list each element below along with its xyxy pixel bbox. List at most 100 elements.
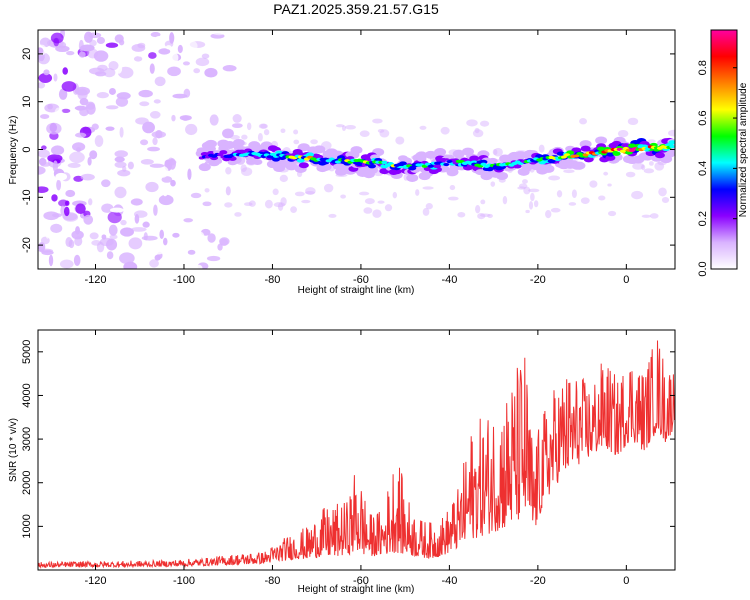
heatmap-cell	[272, 188, 279, 196]
heatmap-cell	[43, 211, 60, 221]
heatmap-cell	[416, 155, 427, 162]
heatmap-cell	[301, 199, 311, 204]
heatmap-cell	[469, 155, 480, 162]
colorbar-ticks: 0.0 0.2 0.4 0.6 0.8	[697, 60, 737, 277]
heatmap-cell	[190, 192, 202, 199]
heatmap-cell	[480, 199, 486, 205]
heatmap-cell	[158, 48, 171, 55]
heatmap-cell	[632, 162, 645, 170]
heatmap-cell	[145, 181, 159, 193]
heatmap-cell	[114, 150, 128, 158]
heatmap-cell	[65, 189, 76, 198]
heatmap-cell	[103, 67, 116, 78]
heatmap-cell	[40, 114, 50, 119]
heatmap-cell	[159, 229, 164, 240]
heatmap-cell	[422, 186, 434, 190]
heatmap-cell	[60, 116, 76, 126]
heatmap-cell	[249, 211, 265, 216]
heatmap-cell	[171, 114, 176, 122]
heatmap-cell	[212, 250, 227, 258]
heatmap-cell	[38, 72, 53, 84]
heatmap-cell	[89, 39, 97, 47]
heatmap-cell	[323, 183, 334, 193]
heatmap-cell	[66, 51, 75, 56]
heatmap-cell	[263, 129, 270, 136]
heatmap-cell	[256, 190, 261, 202]
heatmap-cell	[138, 89, 153, 98]
heatmap-cell	[424, 150, 437, 159]
y-tick-label: -20	[21, 237, 33, 253]
heatmap-cell	[38, 242, 46, 252]
heatmap-cell	[387, 161, 394, 166]
heatmap-cell	[165, 45, 172, 50]
heatmap-cell	[332, 163, 343, 170]
heatmap-cell	[88, 32, 102, 39]
spectrogram-heatmap	[38, 30, 675, 269]
heatmap-cell	[340, 194, 346, 199]
heatmap-cell	[564, 153, 571, 157]
heatmap-cell	[419, 125, 427, 130]
heatmap-cell	[381, 160, 388, 165]
y-tick-label: 4000	[21, 383, 33, 407]
heatmap-cell	[53, 235, 67, 245]
heatmap-cell	[241, 134, 248, 140]
heatmap-cell	[236, 264, 242, 269]
heatmap-cell	[515, 153, 526, 160]
heatmap-cell	[573, 161, 586, 170]
heatmap-cell	[528, 201, 534, 210]
heatmap-cell	[264, 199, 273, 209]
heatmap-cell	[187, 243, 194, 248]
heatmap-cell	[59, 259, 74, 269]
heatmap-cell	[114, 156, 125, 163]
heatmap-cell	[310, 139, 318, 145]
heatmap-cell	[43, 137, 50, 145]
heatmap-cell	[139, 101, 150, 107]
heatmap-cell	[53, 73, 58, 82]
heatmap-cell	[313, 145, 326, 154]
heatmap-cell	[297, 143, 310, 152]
x-tick-label: -80	[264, 575, 280, 587]
heatmap-cell	[91, 123, 99, 130]
heatmap-cell	[38, 186, 49, 193]
x-tick-label: -60	[353, 575, 369, 587]
heatmap-cell	[88, 245, 96, 256]
heatmap-cell	[94, 71, 107, 77]
heatmap-cell	[334, 160, 341, 164]
heatmap-cell	[172, 93, 188, 99]
heatmap-cell	[38, 52, 50, 65]
x-tick-label: -120	[84, 575, 106, 587]
heatmap-cell	[198, 163, 211, 172]
heatmap-cell	[43, 69, 50, 76]
heatmap-cell	[204, 67, 218, 78]
heatmap-cell	[384, 204, 393, 212]
heatmap-cell	[606, 152, 615, 157]
heatmap-cell	[182, 115, 189, 121]
heatmap-cell	[293, 139, 300, 145]
heatmap-cell	[234, 212, 242, 217]
heatmap-cell	[266, 155, 273, 159]
heatmap-cell	[120, 219, 127, 226]
y-tick-label: 0	[21, 146, 33, 152]
heatmap-cell	[598, 195, 606, 201]
heatmap-cell	[379, 129, 390, 138]
heatmap-cell	[422, 207, 430, 216]
heatmap-cell	[518, 183, 528, 189]
heatmap-cell	[250, 234, 265, 247]
heatmap-cell	[115, 96, 129, 107]
heatmap-cell	[140, 139, 149, 146]
heatmap-cell	[155, 35, 164, 41]
y-tick-label: 1000	[21, 514, 33, 538]
heatmap-cell	[293, 129, 299, 135]
heatmap-cell	[522, 179, 528, 184]
x-tick-label: -100	[173, 274, 195, 286]
heatmap-cell	[207, 233, 216, 243]
heatmap-cell	[475, 205, 481, 214]
spectrogram-x-label: Height of straight line (km)	[298, 285, 415, 296]
heatmap-cell	[328, 213, 337, 218]
heatmap-cell	[206, 255, 221, 262]
heatmap-cell	[212, 30, 226, 36]
heatmap-cell	[580, 197, 590, 204]
heatmap-cell	[61, 81, 77, 92]
